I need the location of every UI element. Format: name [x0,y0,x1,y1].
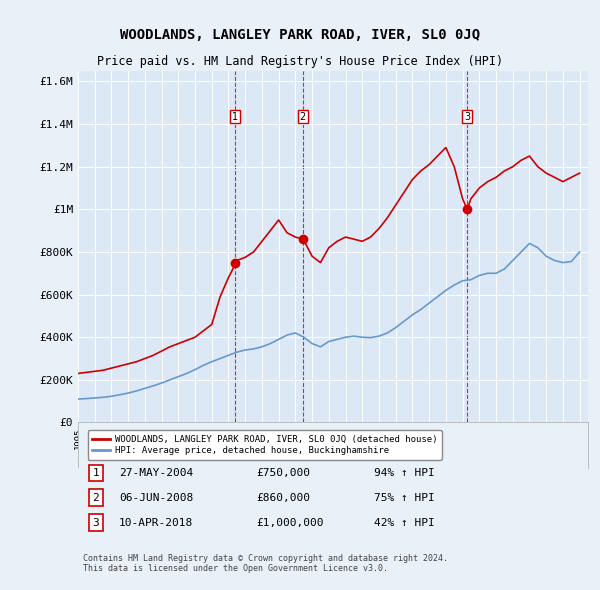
Text: 75% ↑ HPI: 75% ↑ HPI [374,493,434,503]
Text: 10-APR-2018: 10-APR-2018 [119,517,193,527]
Text: WOODLANDS, LANGLEY PARK ROAD, IVER, SL0 0JQ: WOODLANDS, LANGLEY PARK ROAD, IVER, SL0 … [120,28,480,42]
Text: 1: 1 [232,112,238,122]
Text: 2: 2 [92,493,99,503]
Text: 1: 1 [92,468,99,478]
Text: 3: 3 [464,112,470,122]
Text: £1,000,000: £1,000,000 [257,517,324,527]
Text: 06-JUN-2008: 06-JUN-2008 [119,493,193,503]
Text: 42% ↑ HPI: 42% ↑ HPI [374,517,434,527]
Text: 27-MAY-2004: 27-MAY-2004 [119,468,193,478]
Legend: WOODLANDS, LANGLEY PARK ROAD, IVER, SL0 0JQ (detached house), HPI: Average price: WOODLANDS, LANGLEY PARK ROAD, IVER, SL0 … [88,430,442,460]
Text: 3: 3 [92,517,99,527]
Text: £750,000: £750,000 [257,468,311,478]
Text: £860,000: £860,000 [257,493,311,503]
Text: 94% ↑ HPI: 94% ↑ HPI [374,468,434,478]
Text: Contains HM Land Registry data © Crown copyright and database right 2024.
This d: Contains HM Land Registry data © Crown c… [83,553,448,573]
Text: Price paid vs. HM Land Registry's House Price Index (HPI): Price paid vs. HM Land Registry's House … [97,55,503,68]
Text: 2: 2 [299,112,306,122]
